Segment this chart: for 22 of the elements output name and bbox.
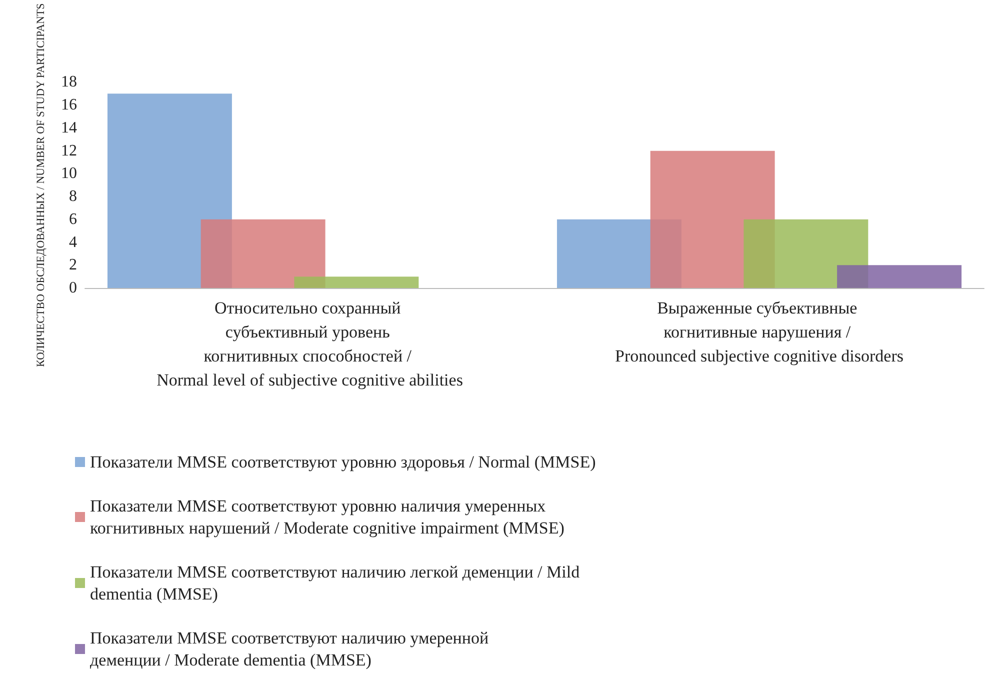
bar (294, 276, 419, 288)
x-tick-label: Выраженные субъективные когнитивные нарушения / Pronounced subjective cognitive disorders (615, 298, 904, 366)
bar (200, 219, 326, 288)
legend-label: Показатели MMSE соответствуют уровню наличия умеренных когнитивных нарушений / Moderate cognitive impairment (MMSE) (90, 496, 564, 538)
legend-label: Показатели MMSE соответствуют наличию легкой деменции / Mild dementia (MMSE) (90, 562, 584, 604)
y-tick-label: 0 (69, 280, 77, 296)
y-tick-label: 18 (61, 74, 77, 91)
y-tick-label: 6 (69, 210, 77, 228)
bar (744, 219, 868, 288)
y-tick-label: 10 (61, 165, 77, 182)
bar (837, 265, 962, 288)
y-axis-title: КОЛИЧЕСТВО ОБСЛЕДОВАННЫХ / NUMBER OF STUDY PARTICIPANTS (35, 3, 47, 368)
y-tick-label: 2 (69, 256, 77, 274)
y-tick-label: 14 (61, 119, 77, 136)
legend-label: Показатели MMSE соответствуют уровню здоровья / Normal (MMSE) (90, 452, 596, 472)
y-tick-label: 4 (69, 234, 77, 251)
legend-label: Показатели MMSE соответствуют наличию умеренной деменции / Moderate dementia (MMSE) (90, 628, 493, 670)
y-tick-label: 16 (61, 96, 77, 114)
y-tick-label: 8 (69, 188, 77, 206)
bar (107, 94, 232, 288)
x-tick-label: Относительно сохранный субъективный уровень когнитивных способностей / Normal level of subjective cognitive abilities (156, 298, 463, 390)
y-tick-label: 12 (61, 142, 77, 160)
